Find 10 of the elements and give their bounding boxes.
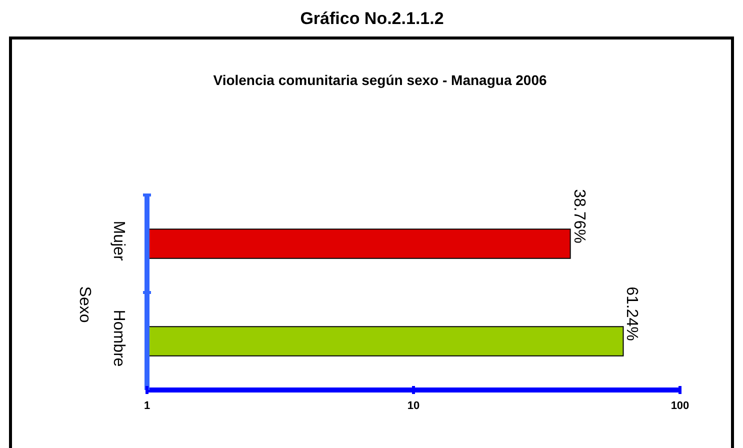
data-label: 38.76% bbox=[570, 189, 588, 244]
y-tick-label: Hombre bbox=[110, 310, 127, 367]
data-label: 61.24% bbox=[623, 286, 640, 341]
y-tick-label: Mujer bbox=[110, 220, 127, 262]
y-axis-title: Sexo bbox=[76, 286, 93, 323]
chart-title: Gráfico No.2.1.1.2 bbox=[300, 9, 444, 28]
x-tick-label: 100 bbox=[670, 400, 690, 412]
x-tick-label: 1 bbox=[144, 400, 150, 412]
chart-subtitle: Violencia comunitaria según sexo - Managua 2006 bbox=[213, 72, 547, 88]
x-tick-label: 10 bbox=[407, 400, 420, 412]
